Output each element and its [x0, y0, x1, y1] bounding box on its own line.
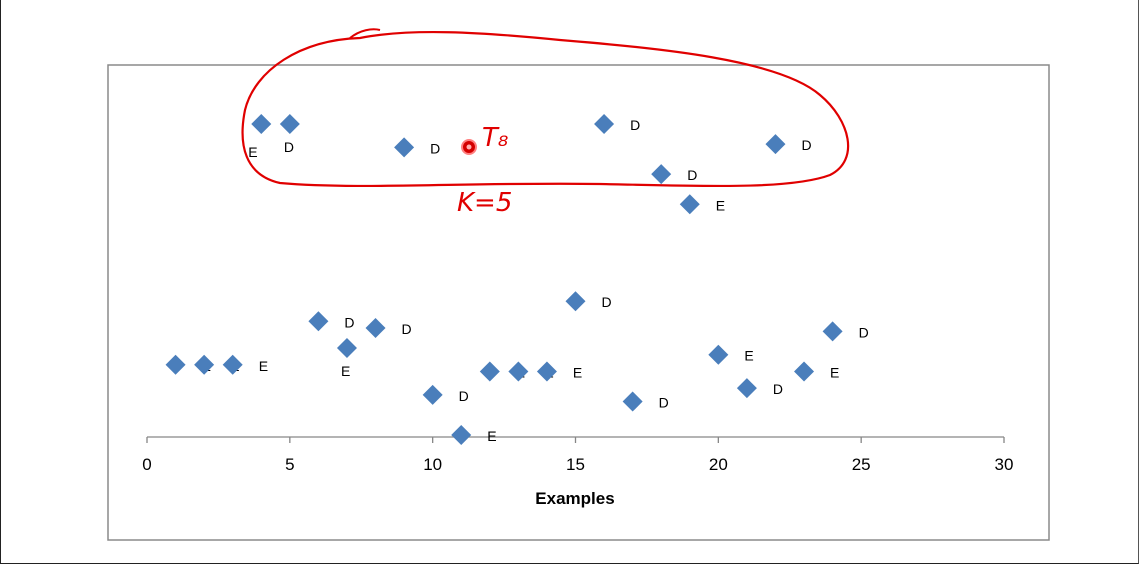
data-point-marker	[822, 321, 843, 342]
x-tick-label: 30	[995, 455, 1014, 474]
data-point-marker	[308, 311, 329, 332]
data-point-label: E	[487, 428, 496, 444]
data-point-marker	[279, 114, 300, 134]
data-point-label: D	[459, 388, 469, 404]
data-point-label: E	[716, 197, 725, 213]
data-point-label: E	[248, 144, 257, 160]
data-point-marker	[251, 114, 272, 134]
x-axis: 0 5 10 15 20 25 30	[142, 436, 1014, 474]
x-tick-label: 5	[285, 455, 294, 474]
data-point-label: E	[744, 348, 753, 364]
handwritten-annotations: T₈ K=5	[241, 28, 850, 218]
data-point-label: D	[859, 324, 869, 340]
data-point-label: E	[259, 358, 268, 374]
data-point-marker	[222, 354, 243, 375]
x-tick-label: 10	[423, 455, 442, 474]
data-point-label: E	[573, 364, 582, 380]
x-tick-label: 0	[142, 455, 151, 474]
data-point-label: D	[687, 167, 697, 183]
data-point-marker	[736, 378, 757, 399]
data-point-label: D	[344, 314, 354, 330]
data-point-label: E	[341, 363, 350, 379]
data-point-marker	[365, 317, 386, 338]
data-point-marker	[194, 354, 215, 375]
query-label: T₈	[482, 123, 508, 153]
x-axis-title: Examples	[535, 489, 614, 508]
data-point-marker	[765, 134, 786, 155]
x-tick-label: 25	[852, 455, 871, 474]
data-point-label: D	[773, 381, 783, 397]
data-point-marker	[565, 291, 586, 312]
data-point-marker	[508, 361, 529, 382]
data-point-label: D	[602, 294, 612, 310]
k-neighbors-circle	[241, 30, 850, 188]
k-value-label: K=5	[457, 188, 512, 218]
data-point-marker	[479, 361, 500, 382]
data-point-marker	[794, 361, 815, 382]
data-point-marker	[594, 114, 615, 134]
data-point-label: D	[659, 395, 669, 411]
data-point-label: D	[284, 139, 294, 155]
data-point-marker	[336, 338, 357, 359]
data-point-label: D	[430, 140, 440, 156]
x-tick-label: 15	[566, 455, 585, 474]
data-point-marker	[394, 137, 415, 158]
data-point-marker	[622, 391, 643, 412]
data-point-marker	[679, 194, 700, 215]
data-points: EDDDDDEDDDEDEEEEEEEEDDDE	[165, 114, 869, 445]
data-point-marker	[651, 164, 672, 185]
data-point-label: D	[402, 321, 412, 337]
x-tick-label: 20	[709, 455, 728, 474]
circle-start-flick	[349, 28, 381, 39]
data-point-label: D	[801, 137, 811, 153]
data-point-label: D	[630, 117, 640, 133]
data-point-marker	[422, 384, 443, 405]
data-point-marker	[165, 354, 186, 375]
data-point-marker	[451, 425, 472, 445]
data-point-marker	[536, 361, 557, 382]
data-point-label: E	[830, 364, 839, 380]
query-point-center	[466, 144, 472, 150]
data-point-marker	[708, 344, 729, 365]
